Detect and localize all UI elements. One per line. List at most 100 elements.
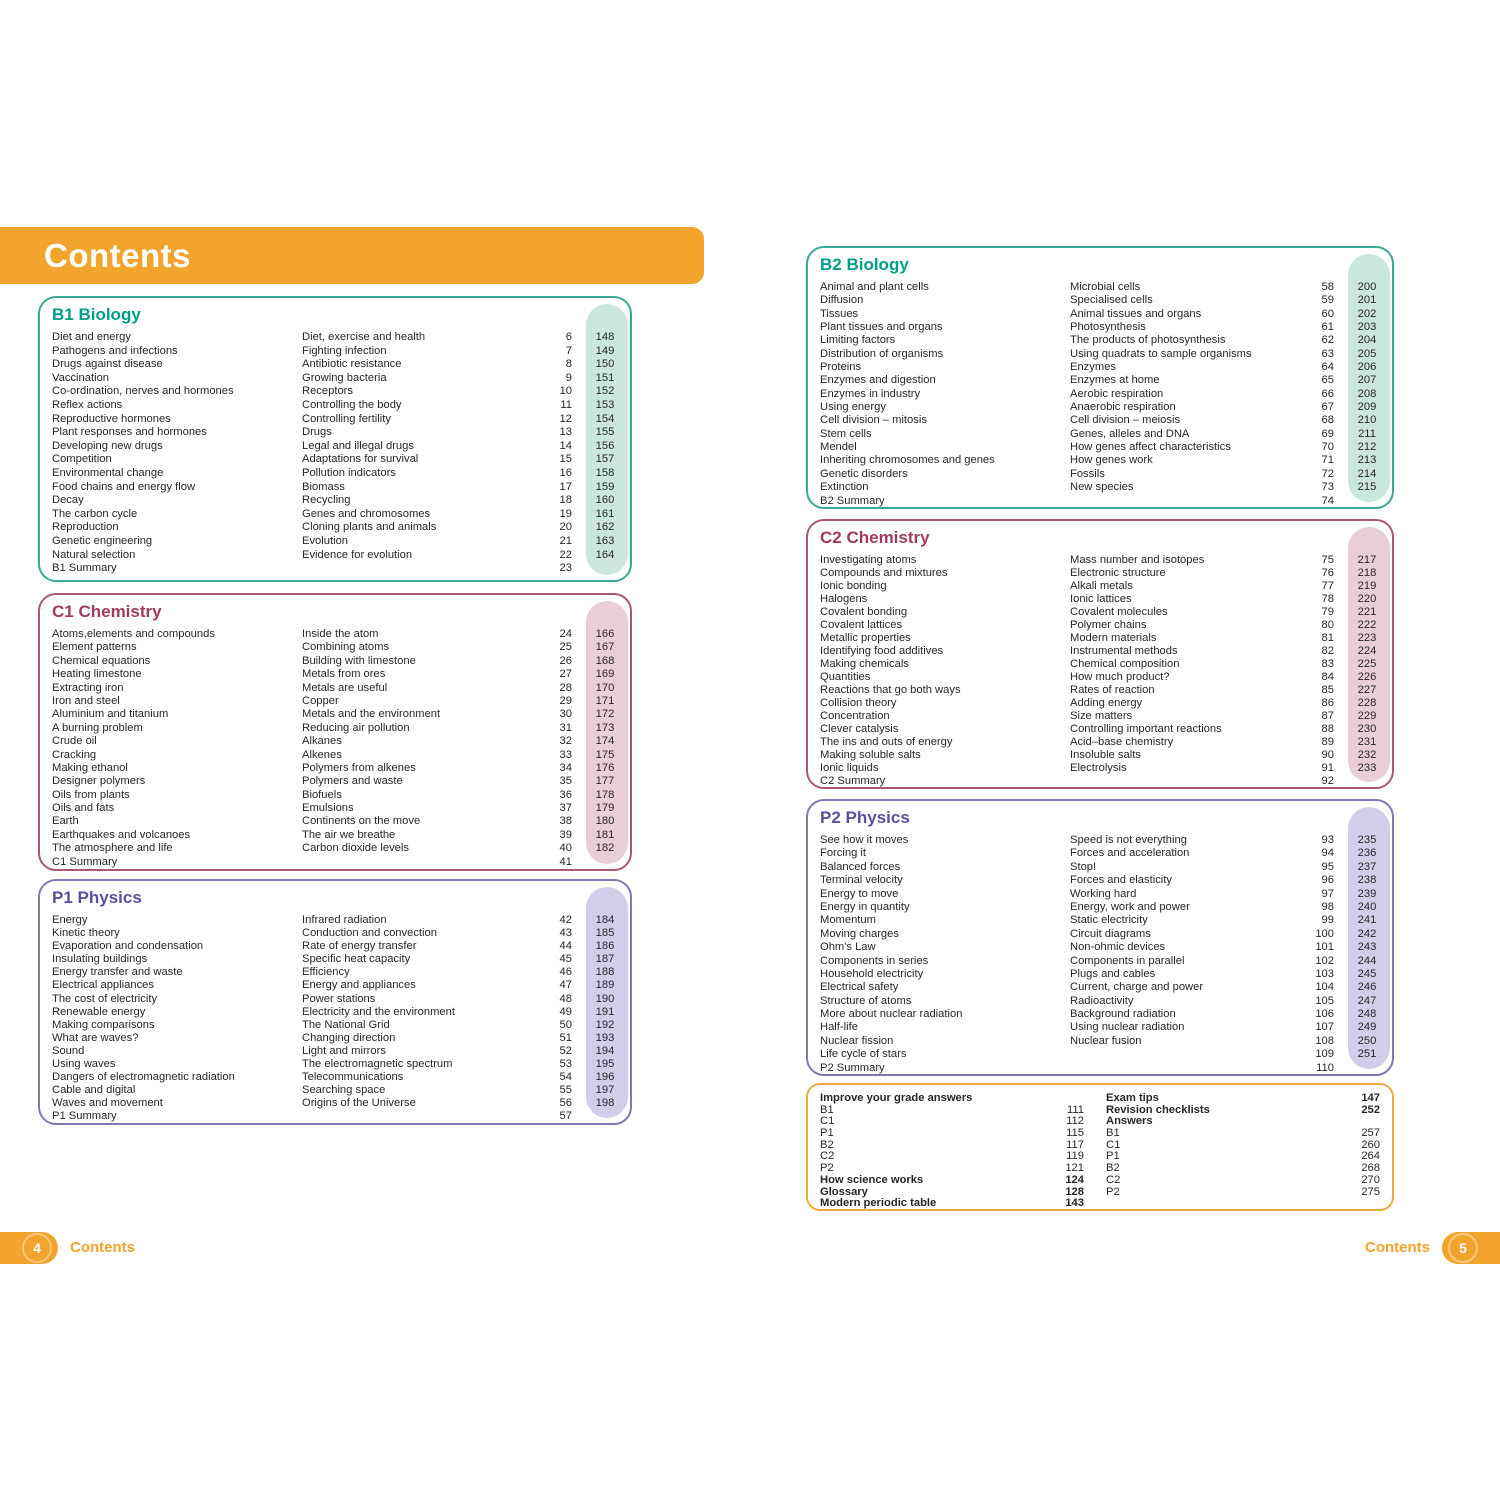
page-number: 18 [559,494,572,507]
topic-right [1070,1062,1288,1075]
topic-right: The National Grid [302,1018,390,1031]
topic-right: Alkanes [302,735,342,748]
toc-row: Concentration Size matters 87 229 [820,710,1390,723]
topic-right: Biofuels [302,788,342,801]
spacer [572,708,584,721]
toc-row: Renewable energy Electricity and the envi… [52,1006,628,1019]
page-number: 51 [559,1031,572,1044]
toc-row: Using energy Anaerobic respiration 67 209 [820,401,1390,414]
page-number-in-pill [584,1110,626,1123]
toc-row: Halogens Ionic lattices 78 220 [820,593,1390,606]
spacer [1334,361,1346,374]
index-row: P1 115 [820,1127,1084,1140]
index-page-number: 143 [1065,1197,1084,1210]
spacer [1334,374,1346,387]
page-number-in-pill: 210 [1357,414,1377,427]
topic-left: Clever catalysis [820,723,899,735]
page-number-in-pill: 249 [1357,1021,1377,1034]
topic-right: Recycling [302,494,351,507]
spacer [572,467,584,481]
page-number: 9 [565,371,572,384]
page-number-in-pill: 195 [595,1058,615,1071]
topic-right: Fighting infection [302,344,387,357]
spacer [1334,684,1346,697]
toc-row: Electrical appliances Energy and applianc… [52,979,628,992]
page-number-in-pill: 176 [595,761,615,774]
topic-left: Investigating atoms [820,554,917,566]
topic-right: Pollution indicators [302,466,396,479]
page-number: 75 [1321,554,1334,566]
index-label: B1 [1106,1127,1120,1140]
page-number: 98 [1321,900,1334,913]
toc-row: Atoms,elements and compounds Inside the a… [52,628,628,641]
topic-left: Diet and energy [52,331,131,343]
page-number-in-pill: 152 [595,385,615,398]
topic-right: Rate of energy transfer [302,940,417,953]
toc-row: P1 Summary 57 [52,1110,628,1123]
topic-left: Vaccination [52,371,110,384]
page-number-in-pill: 193 [595,1031,615,1044]
topic-right: Energy and appliances [302,979,416,992]
page-number: 56 [559,1097,572,1110]
topic-right: Polymer chains [1070,619,1147,631]
page-number-in-pill [1346,775,1388,788]
page-number: 101 [1315,941,1334,954]
topic-left: Ionic bonding [820,580,887,592]
index-label: Exam tips [1106,1092,1159,1104]
topic-left: The cost of electricity [52,992,158,1005]
page-number: 34 [559,761,572,774]
toc-row: Reproductive hormones Controlling fertili… [52,413,628,427]
index-label: Glossary [820,1185,868,1198]
topic-right: Circuit diagrams [1070,927,1151,940]
topic-right: Controlling fertility [302,412,391,425]
page-number: 36 [559,788,572,801]
topic-right: Acid–base chemistry [1070,736,1174,748]
page-number-in-pill: 232 [1357,749,1377,761]
topic-right: Using nuclear radiation [1070,1021,1185,1034]
page-number: 69 [1321,427,1334,440]
spacer [572,829,584,842]
page-number: 81 [1321,632,1334,644]
page-number-in-pill: 220 [1357,593,1377,605]
toc-row: What are waves? Changing direction 51 193 [52,1032,628,1045]
topic-left: Designer polymers [52,775,146,788]
topic-left: Diffusion [820,294,864,307]
topic-right: Origins of the Universe [302,1097,416,1110]
toc-row: Momentum Static electricity 99 241 [820,914,1390,927]
toc-row: Diffusion Specialised cells 59 201 [820,294,1390,307]
section-box-p2-physics: P2 Physics See how it moves Speed is not … [806,799,1394,1076]
page-number-in-pill: 207 [1357,374,1377,387]
toc-row: Life cycle of stars 109 251 [820,1048,1390,1061]
toc-row: A burning problem Reducing air pollution 3… [52,722,628,735]
toc-row: Reflex actions Controlling the body 11 153 [52,399,628,413]
topic-right: Adaptations for survival [302,453,419,466]
topic-right: Ionic lattices [1070,593,1132,605]
page-number-in-pill: 169 [595,668,615,681]
page-number-in-pill: 170 [595,681,615,694]
spacer [572,953,584,966]
topic-left: What are waves? [52,1031,139,1044]
page-number: 38 [559,815,572,828]
topic-right: Specialised cells [1070,294,1153,307]
index-page-number: 124 [1065,1173,1084,1186]
spacer [1334,1008,1346,1021]
index-row: C2 270 [1106,1174,1380,1187]
topic-left: Life cycle of stars [820,1048,907,1061]
topic-right: Covalent molecules [1070,606,1168,618]
toc-row: The cost of electricity Power stations 48 1… [52,993,628,1006]
footer-tab-left: 4 [0,1232,58,1264]
page-number: 52 [559,1044,572,1057]
topic-left: Cracking [52,748,97,761]
topic-right: Cloning plants and animals [302,521,437,534]
page-number-in-pill: 178 [595,788,615,801]
toc-row: Forcing it Forces and acceleration 94 236 [820,847,1390,860]
toc-row: Limiting factors The products of photosyn… [820,334,1390,347]
page-number-in-pill: 226 [1357,671,1377,683]
topic-left: P2 Summary [820,1061,885,1074]
index-label: B1 [820,1103,834,1116]
page-number-in-pill: 223 [1357,632,1377,644]
contents-banner: Contents [0,227,704,284]
page-number: 87 [1321,710,1334,722]
page-number-in-pill: 191 [595,1005,615,1018]
spacer [572,940,584,953]
